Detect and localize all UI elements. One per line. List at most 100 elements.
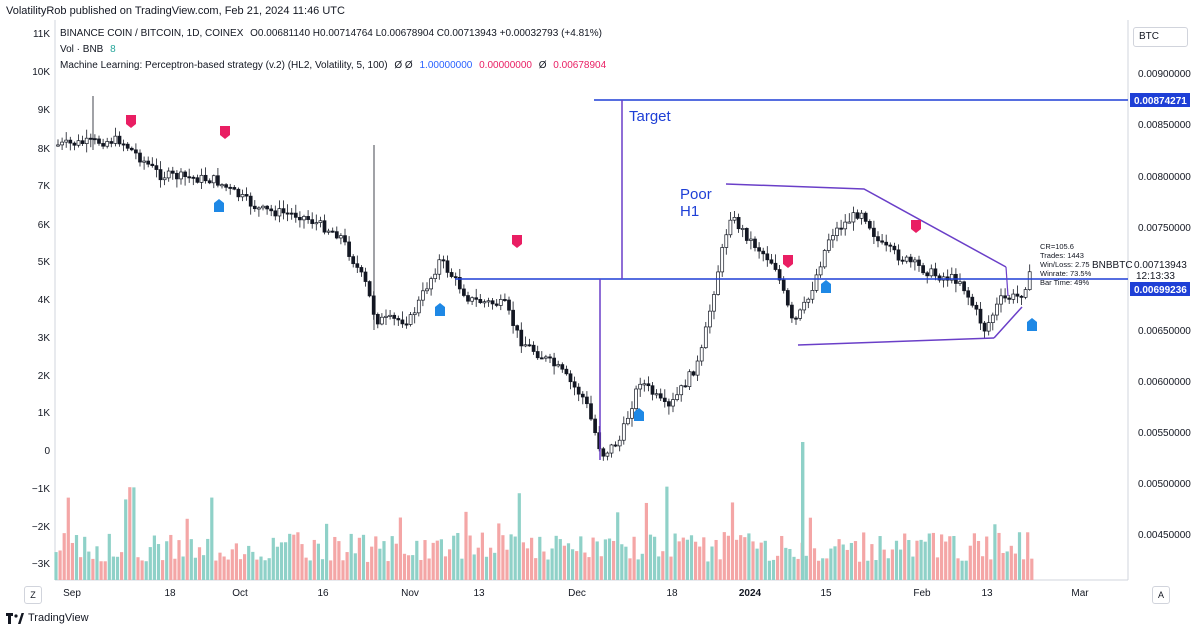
volume-bar xyxy=(497,523,501,580)
candle-body xyxy=(544,356,548,359)
candle-body xyxy=(966,290,971,298)
candle-body xyxy=(486,300,491,303)
candle-body xyxy=(597,432,602,450)
legend-volume-value: 8 xyxy=(110,44,116,55)
auto-scale-button[interactable]: A xyxy=(1152,586,1170,604)
legend-ind-sym1: Ø xyxy=(394,60,403,71)
volume-bar xyxy=(599,556,603,580)
wedge-lower-line[interactable] xyxy=(797,337,995,346)
candle-body xyxy=(166,170,171,179)
buy-signal-icon[interactable] xyxy=(821,280,831,293)
volume-bar xyxy=(325,523,329,580)
candle-body xyxy=(835,227,839,236)
strategy-stat: Win/Loss: 2.75 xyxy=(1040,260,1090,269)
volume-bar xyxy=(210,497,214,580)
legend-ind-sym2: Ø xyxy=(404,60,413,71)
candle-body xyxy=(876,236,880,242)
candle-body xyxy=(298,216,302,221)
volume-bar xyxy=(382,541,386,580)
volume-bar xyxy=(915,540,919,580)
volume-bar xyxy=(976,540,981,580)
candle-body xyxy=(326,230,331,233)
sell-signal-icon[interactable] xyxy=(512,235,522,248)
volume-bar xyxy=(366,561,370,580)
candle-body xyxy=(863,212,868,222)
wedge-apex-line[interactable] xyxy=(993,306,1023,339)
candle-body xyxy=(990,314,995,324)
candle-body xyxy=(777,269,782,281)
volume-bar xyxy=(530,537,534,580)
volume-bar xyxy=(448,549,452,580)
volume-bar xyxy=(825,558,829,580)
publisher-line: VolatilityRob published on TradingView.c… xyxy=(6,5,345,17)
volume-bar xyxy=(1022,559,1026,580)
price-axis: 0.00900000 0.00850000 0.00800000 0.00750000… xyxy=(1138,69,1191,541)
volume-bar xyxy=(685,539,689,580)
volume-bar xyxy=(148,547,152,580)
candle-body xyxy=(474,297,479,300)
buy-signal-icon[interactable] xyxy=(1027,318,1037,331)
currency-box[interactable]: BTC xyxy=(1133,27,1188,47)
volume-bar xyxy=(304,557,308,580)
candle-body xyxy=(900,259,905,262)
time-axis-label: Mar xyxy=(1071,588,1089,599)
volume-bar xyxy=(858,561,862,580)
countdown-text: 12:13:33 xyxy=(1136,271,1175,282)
buy-signal-icon[interactable] xyxy=(634,408,644,421)
legend-indicator-row[interactable]: Machine Learning: Perceptron-based strat… xyxy=(60,58,606,74)
candle-body xyxy=(621,423,626,441)
candle-body xyxy=(929,268,934,277)
candle-body xyxy=(56,144,60,147)
candle-body xyxy=(158,169,163,181)
volume-bar xyxy=(74,535,79,580)
volume-bar xyxy=(862,532,866,580)
buy-signal-icon[interactable] xyxy=(214,199,224,212)
zoom-button[interactable]: Z xyxy=(24,586,42,604)
candle-body xyxy=(855,212,860,219)
volume-bar xyxy=(165,541,169,580)
volume-bar xyxy=(115,556,120,580)
volume-bar xyxy=(591,537,595,580)
volume-bar xyxy=(628,558,632,580)
volume-bar xyxy=(54,552,58,580)
sell-signal-icon[interactable] xyxy=(126,115,136,128)
volume-bar xyxy=(501,535,505,580)
wedge-upper-line[interactable] xyxy=(725,183,1007,268)
volume-bar xyxy=(698,546,702,580)
candle-body xyxy=(187,176,192,179)
buy-signal-icon[interactable] xyxy=(435,303,445,316)
volume-bar xyxy=(480,532,484,580)
candle-body xyxy=(650,385,655,395)
candle-body xyxy=(437,259,442,275)
volume-bar xyxy=(456,532,460,580)
volume-bar xyxy=(997,532,1001,580)
candle-body xyxy=(757,247,761,252)
time-axis: Sep 18 Oct 16 Nov 13 Dec 18 2024 15 Feb 13 Mar xyxy=(63,588,1089,599)
candle-body xyxy=(129,147,134,151)
legend-ind-sym3: Ø xyxy=(538,60,547,71)
candle-body xyxy=(269,208,274,212)
candle-body xyxy=(261,205,265,209)
volume-bar xyxy=(792,556,796,580)
candle-body xyxy=(375,314,380,325)
volume-bar xyxy=(402,553,407,580)
volume-bar xyxy=(95,546,99,580)
volume-bar xyxy=(829,548,833,580)
support-price-tag: 0.00699236 xyxy=(1130,282,1190,296)
volume-bar xyxy=(853,541,858,580)
candle-body xyxy=(826,239,831,251)
signal-markers xyxy=(126,115,1037,421)
sell-signal-icon[interactable] xyxy=(911,220,921,233)
candle-body xyxy=(609,444,614,454)
candle-body xyxy=(552,357,556,367)
sell-signal-icon[interactable] xyxy=(783,255,793,268)
volume-bar xyxy=(607,538,612,580)
legend-symbol-row[interactable]: BINANCE COIN / BITCOIN, 1D, COINEX O0.00… xyxy=(60,26,606,42)
legend-volume-row[interactable]: Vol · BNB 8 xyxy=(60,42,606,58)
footer-brand: TradingView xyxy=(28,612,89,624)
sell-signal-icon[interactable] xyxy=(220,126,230,139)
volume-bar xyxy=(673,533,677,580)
candle-body xyxy=(695,360,700,376)
volume-bar xyxy=(845,549,849,580)
